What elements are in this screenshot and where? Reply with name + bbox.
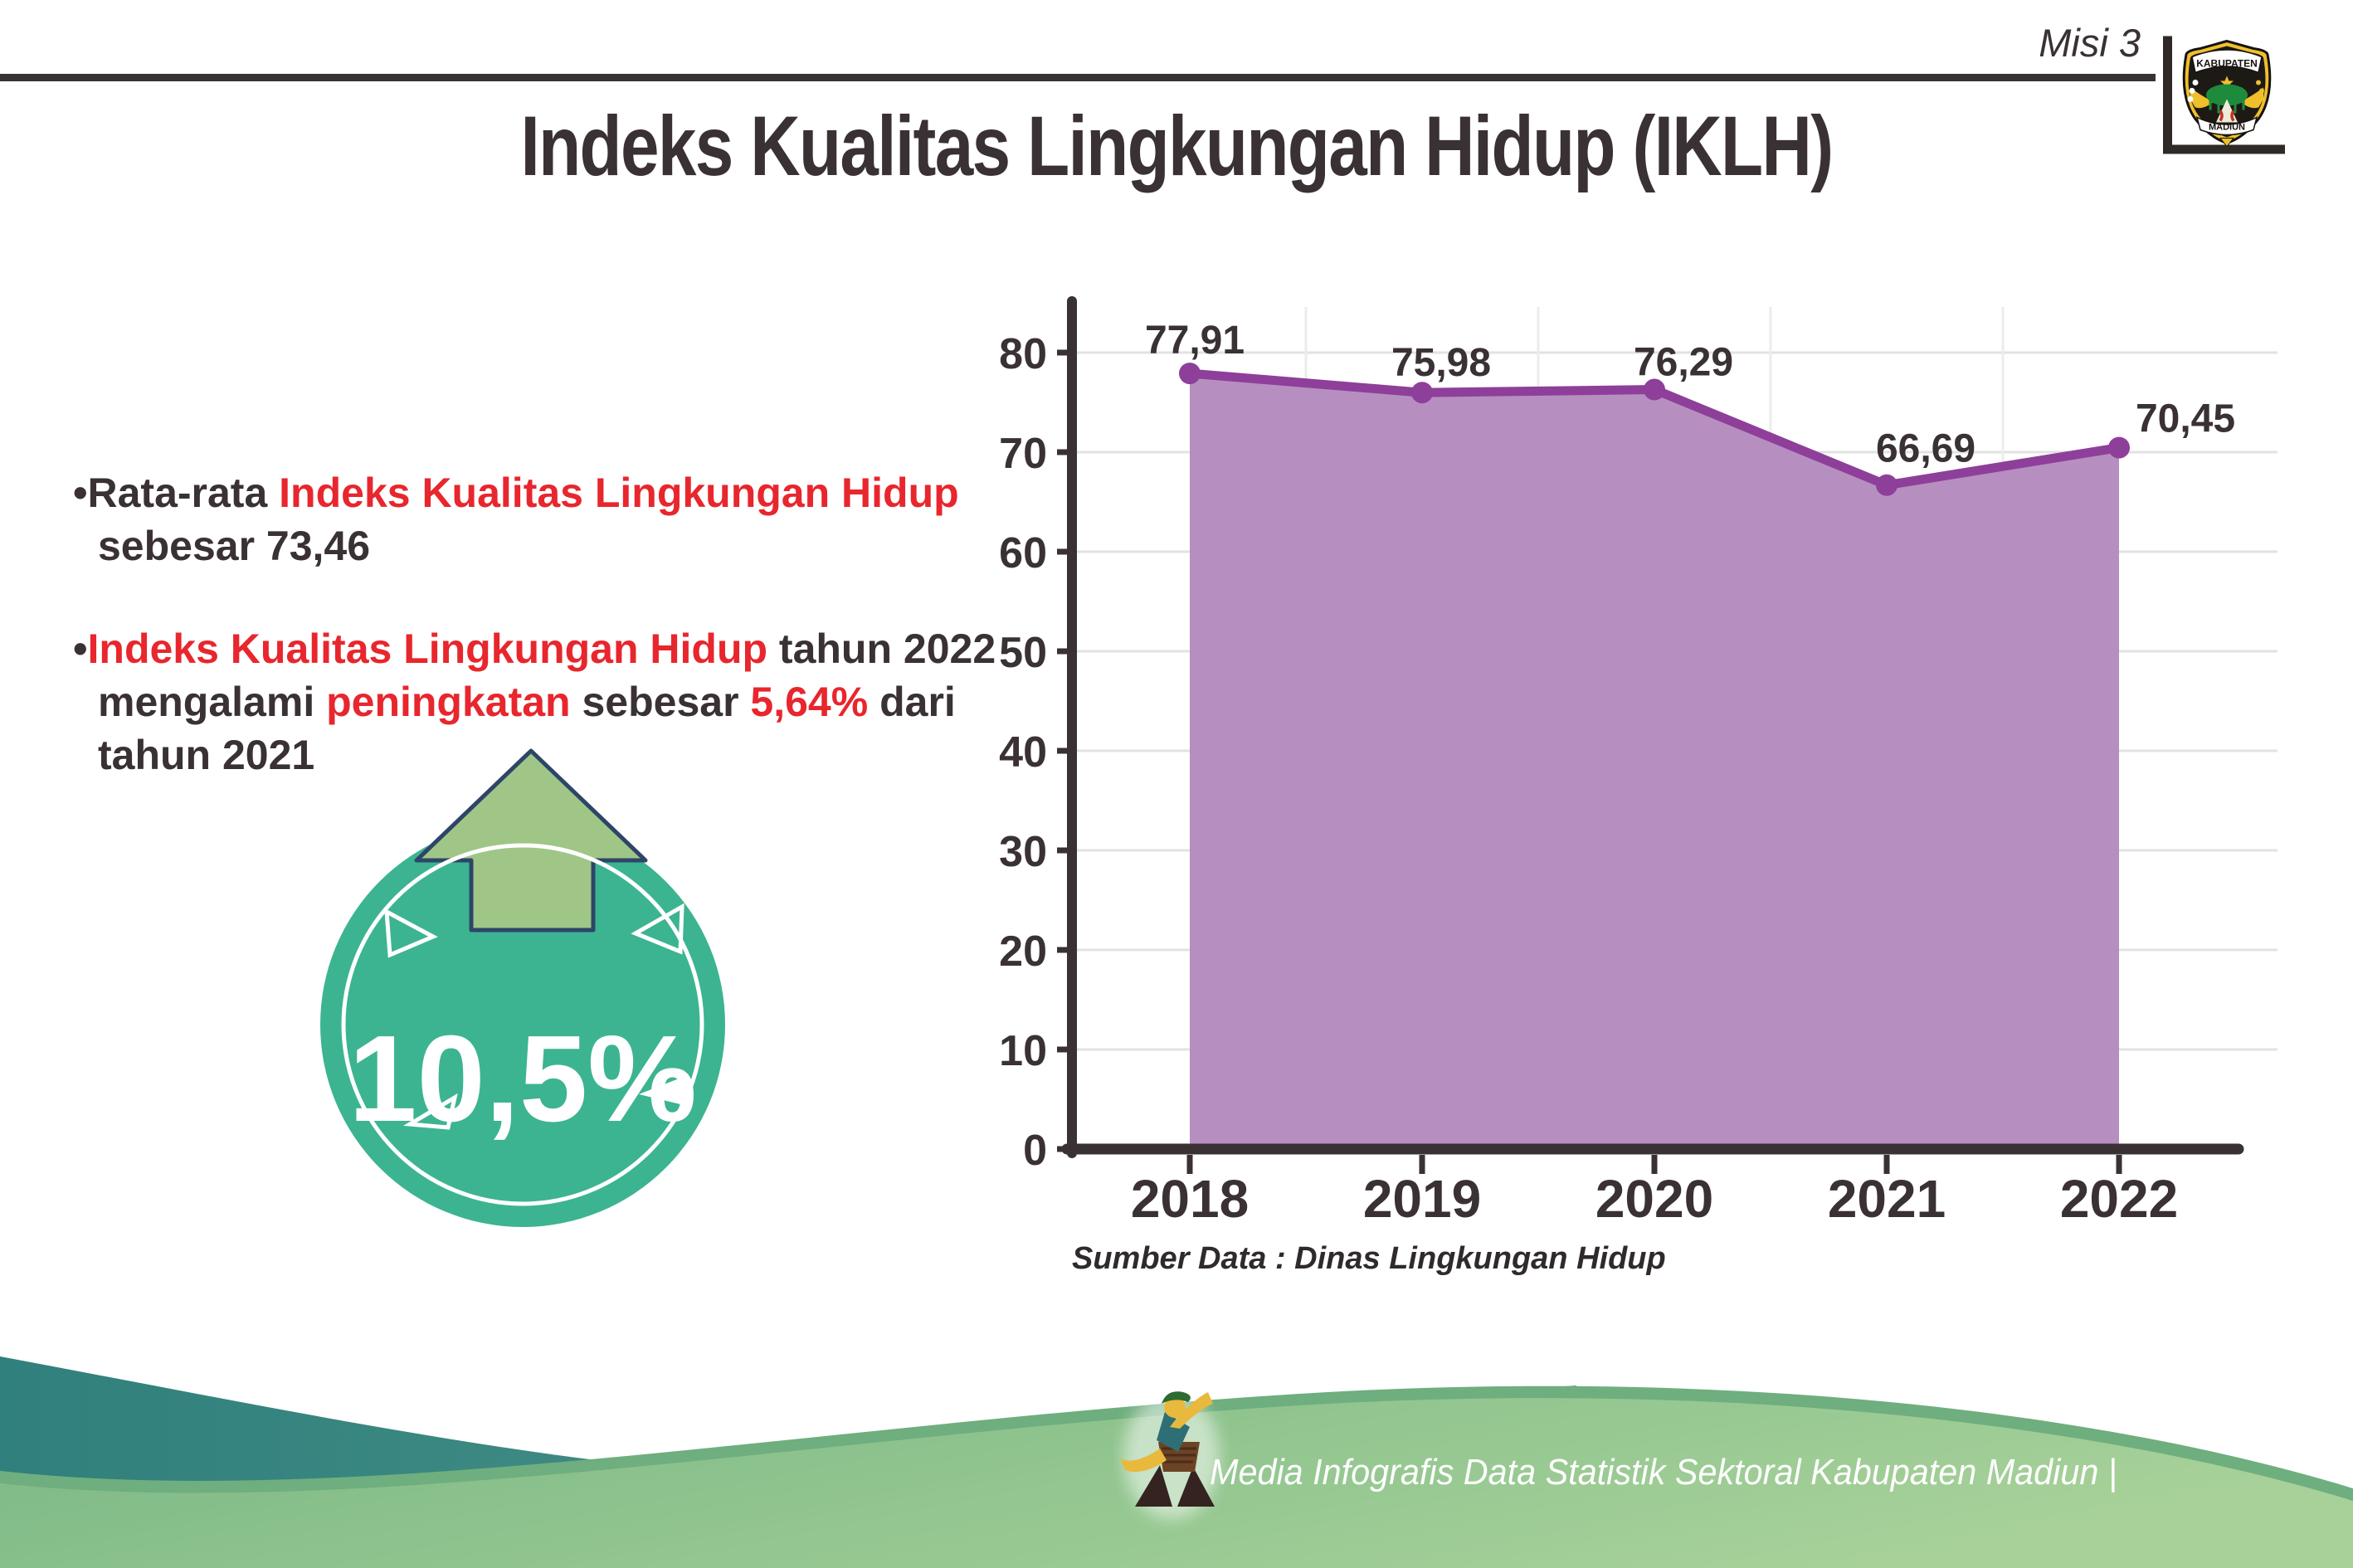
data-label: 70,45: [2136, 397, 2235, 441]
y-tick-label: 20: [999, 928, 1047, 976]
logo-top-text: KABUPATEN: [2196, 58, 2258, 70]
y-tick-label: 60: [999, 529, 1047, 577]
bullet-list: •Rata-rata Indeks Kualitas Lingkungan Hi…: [73, 466, 1011, 831]
data-label: 77,91: [1145, 319, 1245, 363]
data-label: 75,98: [1391, 341, 1491, 385]
bullet-increase-2022: •Indeks Kualitas Lingkungan Hidup tahun …: [73, 626, 996, 778]
y-tick-label: 0: [1023, 1127, 1047, 1175]
sparkle-triangle-nw: [384, 908, 438, 958]
logo-ornament: [2219, 138, 2235, 148]
x-tick-label: 2018: [1131, 1169, 1249, 1229]
data-point: [2108, 436, 2130, 459]
logo-frame-vertical: [2163, 36, 2172, 154]
badge-value: 10,5%: [348, 1010, 697, 1147]
header-rule: [0, 74, 2156, 81]
y-tick-label: 70: [999, 430, 1047, 478]
y-tick-label: 10: [999, 1027, 1047, 1075]
increase-badge: 10,5%: [307, 734, 755, 1265]
badge-svg: 10,5%: [320, 748, 725, 1227]
logo-tree: [2206, 84, 2248, 106]
logo-svg: KABUPATEN MADIUN: [2163, 36, 2285, 154]
logo-bottom-banner: [2195, 116, 2258, 136]
sparkle-triangle-ne: [631, 903, 684, 955]
kabupaten-madiun-logo: KABUPATEN MADIUN: [2154, 27, 2295, 160]
sparkle-triangle-sw: [403, 1093, 458, 1130]
data-point: [1411, 382, 1433, 404]
data-label: 66,69: [1876, 427, 1975, 471]
y-tick-label: 50: [999, 629, 1047, 677]
data-label: 76,29: [1634, 341, 1733, 385]
logo-wing-left: [2190, 87, 2214, 109]
iklh-area-chart: 0 10 20 30 40 50 60 70 80 2018 2019 2020 2021 2022 77,…: [999, 296, 2277, 1229]
sparkle-triangle-se: [639, 1076, 685, 1104]
y-tick-label: 40: [999, 728, 1047, 777]
mascot-icon: [1120, 1391, 1220, 1519]
series-area: [1190, 373, 2119, 1146]
y-tick-label: 30: [999, 828, 1047, 876]
x-tick-label: 2021: [1828, 1169, 1946, 1229]
logo-top-banner: [2191, 49, 2263, 74]
x-tick-label: 2020: [1595, 1169, 1713, 1229]
data-point: [1644, 378, 1665, 401]
mission-label: Misi 3: [2039, 21, 2141, 65]
logo-wing-right: [2240, 87, 2264, 109]
page-title: Indeks Kualitas Lingkungan Hidup (IKLH): [520, 99, 1834, 193]
x-tick-label: 2019: [1363, 1169, 1481, 1229]
up-arrow-icon: [414, 748, 648, 933]
data-point: [1876, 474, 1898, 496]
footer-caption: Media Infografis Data Statistik Sektoral…: [1210, 1452, 2117, 1493]
logo-frame-horizontal: [2163, 144, 2285, 154]
footer-waves: [0, 1356, 2353, 1568]
logo-bottom-text: MADIUN: [2209, 123, 2245, 133]
source-note: Sumber Data : Dinas Lingkungan Hidup: [1072, 1241, 1666, 1276]
y-tick-label: 80: [999, 330, 1047, 378]
data-point: [1179, 363, 1201, 385]
x-tick-label: 2022: [2060, 1169, 2178, 1229]
bullet-average-iklh: •Rata-rata Indeks Kualitas Lingkungan Hi…: [73, 470, 959, 569]
shield-icon: KABUPATEN MADIUN: [2182, 39, 2272, 148]
badge-inner-ring: [341, 843, 704, 1206]
